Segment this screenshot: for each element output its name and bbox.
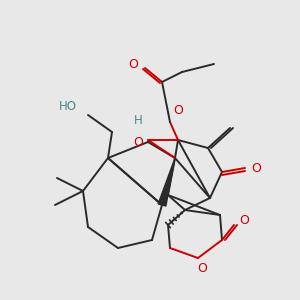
- Text: HO: HO: [59, 100, 77, 113]
- Polygon shape: [158, 158, 175, 206]
- Text: H: H: [134, 113, 142, 127]
- Text: O: O: [251, 161, 261, 175]
- Text: O: O: [133, 136, 143, 148]
- Text: O: O: [173, 103, 183, 116]
- Text: O: O: [197, 262, 207, 275]
- Text: O: O: [128, 58, 138, 70]
- Text: O: O: [239, 214, 249, 226]
